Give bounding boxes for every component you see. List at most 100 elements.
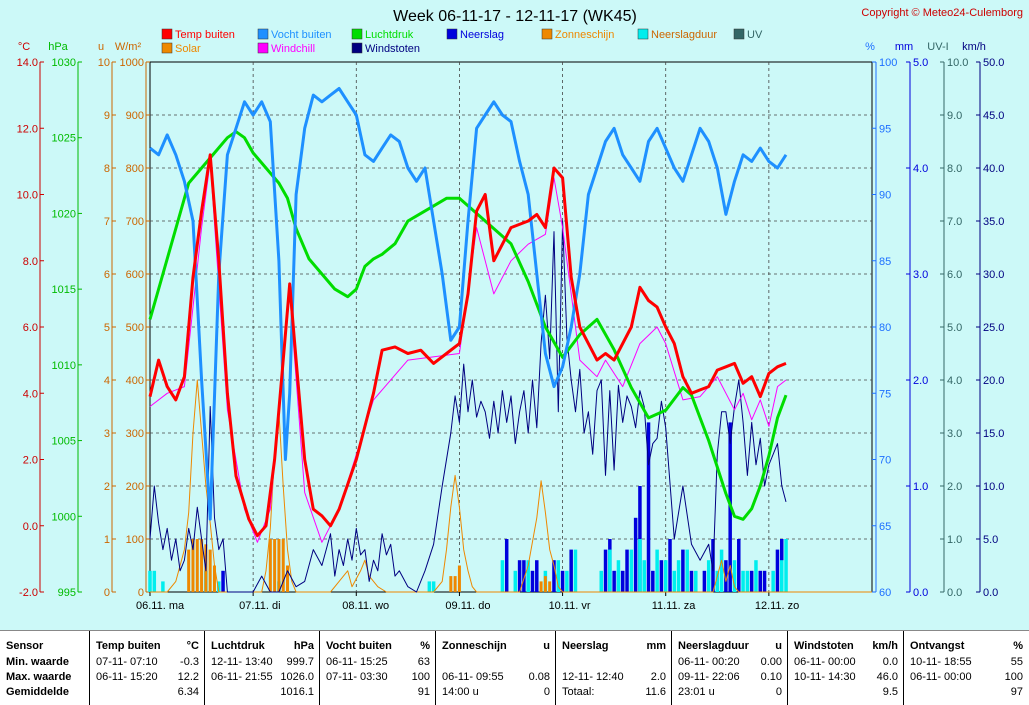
bar-neerslagduur — [161, 581, 165, 592]
stats-cell-time: 06-11- 00:00 — [794, 656, 856, 668]
axis-tick-label-solar: 500 — [126, 322, 144, 334]
bar-neerslagduur — [741, 570, 745, 592]
bar-neerslag — [681, 549, 685, 592]
axis-tick-label-sun: 1 — [104, 534, 110, 546]
axis-tick-label-solar: 1000 — [120, 57, 144, 69]
bar-neerslagduur — [784, 539, 788, 592]
stats-column-0: Sensor Min. waarde Max. waarde Gemiddelde — [0, 631, 90, 705]
bar-neerslag — [668, 539, 672, 592]
axis-tick-label-sun: 7 — [104, 216, 110, 228]
stats-separator — [787, 631, 788, 705]
stats-row: 97 — [910, 686, 1023, 700]
axis-tick-label-sun: 5 — [104, 322, 110, 334]
legend-swatch — [161, 28, 173, 40]
stats-cell-time: 23:01 u — [678, 686, 715, 698]
stats-cell-value: 91 — [417, 686, 430, 698]
legend-swatch — [257, 42, 269, 54]
bar-neerslag — [646, 422, 651, 592]
series-line-windchill — [149, 160, 787, 543]
axis-tick-label-pressure: 1000 — [52, 511, 76, 523]
stats-cell-value: 0 — [775, 686, 782, 698]
axis-tick-label-temp: 0.0 — [23, 521, 38, 533]
axis-tick-label-wind: 30.0 — [983, 269, 1004, 281]
axis-tick-label-wind: 40.0 — [983, 163, 1004, 175]
axis-tick-label-sun: 4 — [104, 375, 110, 387]
stats-row: 06-11- 15:25 63 — [326, 656, 430, 670]
stats-header: Vocht buiten — [326, 640, 392, 652]
stats-cell-time: 12-11- 13:40 — [211, 656, 273, 668]
stats-separator — [319, 631, 320, 705]
stats-row: 06-11- 21:55 1026.0 — [211, 671, 314, 685]
axis-tick-label-uv: 6.0 — [947, 269, 962, 281]
axis-tick-label-pressure: 1030 — [52, 57, 76, 69]
axis-unit-sun: u — [98, 41, 104, 53]
stats-cell-time: Gemiddelde — [6, 686, 69, 698]
bar-zonneschijn — [548, 581, 552, 592]
stats-row: 9.5 — [794, 686, 898, 700]
axis-tick-label-wind: 0.0 — [983, 587, 998, 599]
legend-label: Luchtdruk — [365, 29, 414, 41]
legend-label: Neerslagduur — [651, 29, 717, 41]
stats-cell-time: 07-11- 03:30 — [326, 671, 388, 683]
stats-cell-value: 97 — [1010, 686, 1023, 698]
axis-tick-label-solar: 800 — [126, 163, 144, 175]
stats-separator — [903, 631, 904, 705]
axis-tick-label-rain: 0.0 — [913, 587, 928, 599]
axis-tick-label-wind: 20.0 — [983, 375, 1004, 387]
stats-cell-time: Totaal: — [562, 686, 595, 698]
stats-cell-time: 14:00 u — [442, 686, 479, 698]
axis-unit-temp: °C — [18, 41, 30, 53]
axis-tick-label-uv: 2.0 — [947, 481, 962, 493]
stats-column-7: Windstoten km/h 06-11- 00:00 0.0 10-11- 14:3… — [788, 631, 904, 705]
stats-separator — [435, 631, 436, 705]
bar-neerslag — [758, 570, 763, 592]
bar-neerslagduur — [663, 560, 668, 592]
bar-zonneschijn — [187, 549, 191, 592]
stats-row: 06-11- 15:20 12.2 — [96, 671, 199, 685]
axis-tick-label-wind: 10.0 — [983, 481, 1004, 493]
bar-zonneschijn — [277, 539, 281, 592]
bar-neerslag — [724, 560, 728, 592]
stats-cell-value: 9.5 — [882, 686, 898, 698]
stats-row: 09-11- 22:06 0.10 — [678, 671, 782, 685]
bar-neerslagduur — [148, 570, 152, 592]
axis-tick-label-humidity: 95 — [879, 123, 891, 135]
stats-header: Neerslagduur — [678, 640, 749, 652]
bar-neerslagduur — [513, 570, 518, 592]
stats-cell-value: 6.34 — [177, 686, 199, 698]
axis-tick-label-wind: 50.0 — [983, 57, 1004, 69]
stats-row: 14:00 u 0 — [442, 686, 550, 700]
stats-row — [562, 656, 666, 670]
stats-cell-value: 0.08 — [528, 671, 550, 683]
axis-tick-label-pressure: 1025 — [52, 133, 76, 145]
x-tick-label: 12.11. zo — [755, 600, 799, 612]
stats-unit: km/h — [872, 640, 898, 652]
bar-zonneschijn — [191, 539, 195, 592]
axis-tick-label-solar: 700 — [126, 216, 144, 228]
legend-swatch — [446, 28, 458, 40]
series-line-solar — [150, 379, 872, 593]
axis-tick-label-pressure: 1020 — [52, 208, 76, 220]
stats-row: 07-11- 07:10 -0.3 — [96, 656, 199, 670]
axis-tick-label-sun: 0 — [104, 587, 110, 599]
bar-neerslagduur — [732, 560, 737, 592]
axis-tick-label-pressure: 1005 — [52, 436, 76, 448]
bar-neerslag — [659, 560, 664, 592]
axis-tick-label-humidity: 100 — [879, 57, 897, 69]
stats-row: 12-11- 13:40 999.7 — [211, 656, 314, 670]
bar-neerslagduur — [500, 560, 505, 592]
bar-neerslag — [625, 549, 629, 592]
stats-unit: mm — [646, 640, 666, 652]
bar-neerslagduur — [573, 549, 578, 592]
axis-tick-label-temp: 12.0 — [17, 123, 38, 135]
legend-label: Zonneschijn — [555, 29, 614, 41]
bar-neerslag — [535, 560, 539, 592]
axis-tick-label-uv: 4.0 — [947, 375, 962, 387]
stats-row: 06-11- 00:20 0.00 — [678, 656, 782, 670]
bar-neerslag — [689, 570, 694, 592]
bar-zonneschijn — [208, 549, 212, 592]
stats-cell-time: 06-11- 15:20 — [96, 671, 158, 683]
axis-tick-label-humidity: 80 — [879, 322, 891, 334]
series-line-windstoten — [149, 220, 787, 593]
stats-column-5: Neerslag mm 12-11- 12:40 2.0 Totaal: 11.6 — [556, 631, 672, 705]
